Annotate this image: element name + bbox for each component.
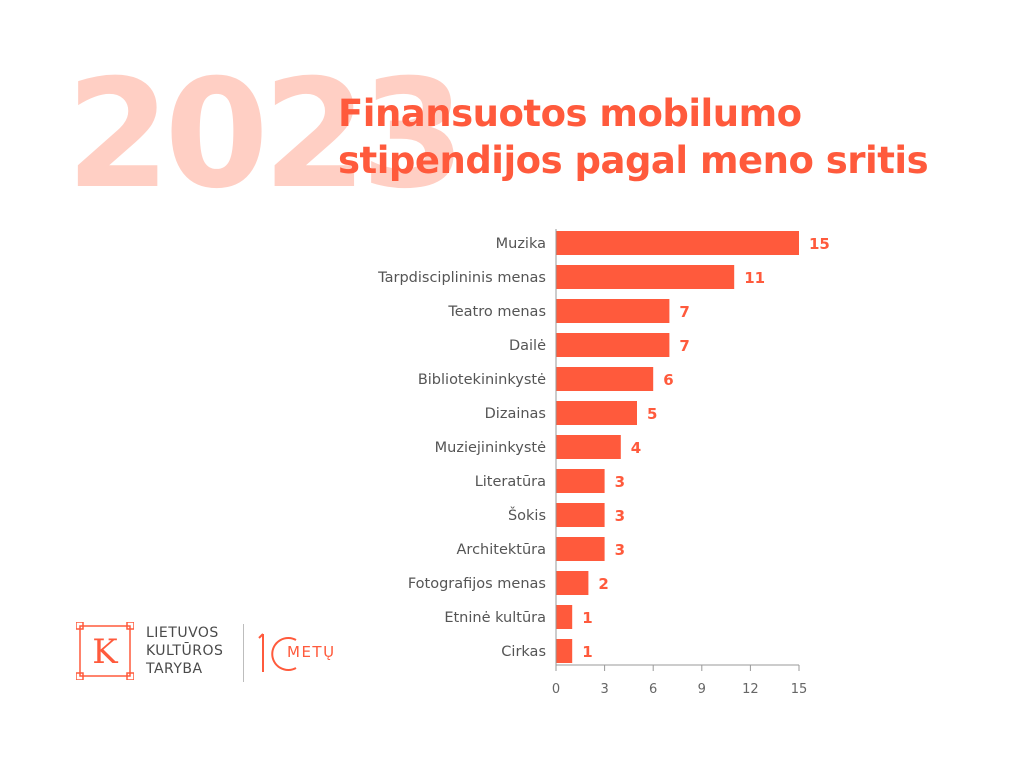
bar bbox=[556, 435, 621, 459]
bar bbox=[556, 401, 637, 425]
title-line-2: stipendijos pagal meno sritis bbox=[338, 139, 929, 182]
bar bbox=[556, 333, 670, 357]
value-label: 3 bbox=[615, 541, 625, 559]
category-label: Tarpdisciplininis menas bbox=[377, 270, 546, 286]
year-background: 2023 bbox=[66, 48, 465, 222]
category-label: Dailė bbox=[509, 338, 546, 354]
title-line-1: Finansuotos mobilumo bbox=[338, 92, 802, 135]
bar bbox=[556, 299, 670, 323]
category-label: Literatūra bbox=[475, 474, 546, 490]
value-label: 3 bbox=[615, 473, 625, 491]
value-label: 7 bbox=[679, 303, 689, 321]
value-label: 3 bbox=[615, 507, 625, 525]
x-tick-label: 12 bbox=[742, 682, 759, 697]
value-label: 6 bbox=[663, 371, 673, 389]
category-label: Muzika bbox=[496, 236, 546, 252]
value-label: 7 bbox=[679, 337, 689, 355]
chart-title: Finansuotos mobilumo stipendijos pagal m… bbox=[338, 90, 929, 184]
anniversary-text: METŲ bbox=[287, 643, 336, 661]
category-label: Bibliotekininkystė bbox=[418, 372, 546, 388]
category-label: Teatro menas bbox=[447, 304, 546, 320]
x-tick-label: 9 bbox=[698, 682, 706, 697]
bar bbox=[556, 265, 735, 289]
category-label: Muziejininkystė bbox=[435, 440, 546, 456]
category-label: Fotografijos menas bbox=[408, 576, 546, 592]
value-label: 1 bbox=[582, 643, 592, 661]
category-label: Architektūra bbox=[457, 542, 546, 558]
logo-line-3: TARYBA bbox=[146, 661, 203, 677]
x-tick-label: 6 bbox=[649, 682, 657, 697]
lkt-wordmark: LIETUVOS KULTŪROS TARYBA bbox=[146, 624, 223, 678]
bar bbox=[556, 605, 573, 629]
x-tick-label: 15 bbox=[791, 682, 808, 697]
svg-text:K: K bbox=[92, 632, 118, 672]
value-label: 15 bbox=[809, 235, 830, 253]
logo-line-2: KULTŪROS bbox=[146, 643, 224, 659]
category-label: Cirkas bbox=[501, 644, 546, 660]
bar bbox=[556, 469, 605, 493]
category-label: Etninė kultūra bbox=[444, 610, 546, 626]
lkt-k-mark-icon: K bbox=[76, 622, 134, 680]
bar bbox=[556, 571, 589, 595]
logo-line-1: LIETUVOS bbox=[146, 625, 219, 641]
bar bbox=[556, 639, 573, 663]
bar bbox=[556, 503, 605, 527]
x-tick-label: 3 bbox=[600, 682, 608, 697]
bar bbox=[556, 231, 799, 255]
value-label: 5 bbox=[647, 405, 657, 423]
logo-divider bbox=[243, 624, 244, 682]
bar bbox=[556, 537, 605, 561]
lkt-logo: K LIETUVOS KULTŪROS TARYBA METŲ bbox=[76, 622, 366, 684]
bar bbox=[556, 367, 654, 391]
value-label: 11 bbox=[744, 269, 765, 287]
value-label: 1 bbox=[582, 609, 592, 627]
value-label: 2 bbox=[598, 575, 608, 593]
category-label: Šokis bbox=[508, 506, 546, 524]
category-label: Dizainas bbox=[485, 406, 546, 422]
x-tick-label: 0 bbox=[552, 682, 560, 697]
ten-years-mark-icon bbox=[258, 633, 297, 672]
value-label: 4 bbox=[631, 439, 641, 457]
